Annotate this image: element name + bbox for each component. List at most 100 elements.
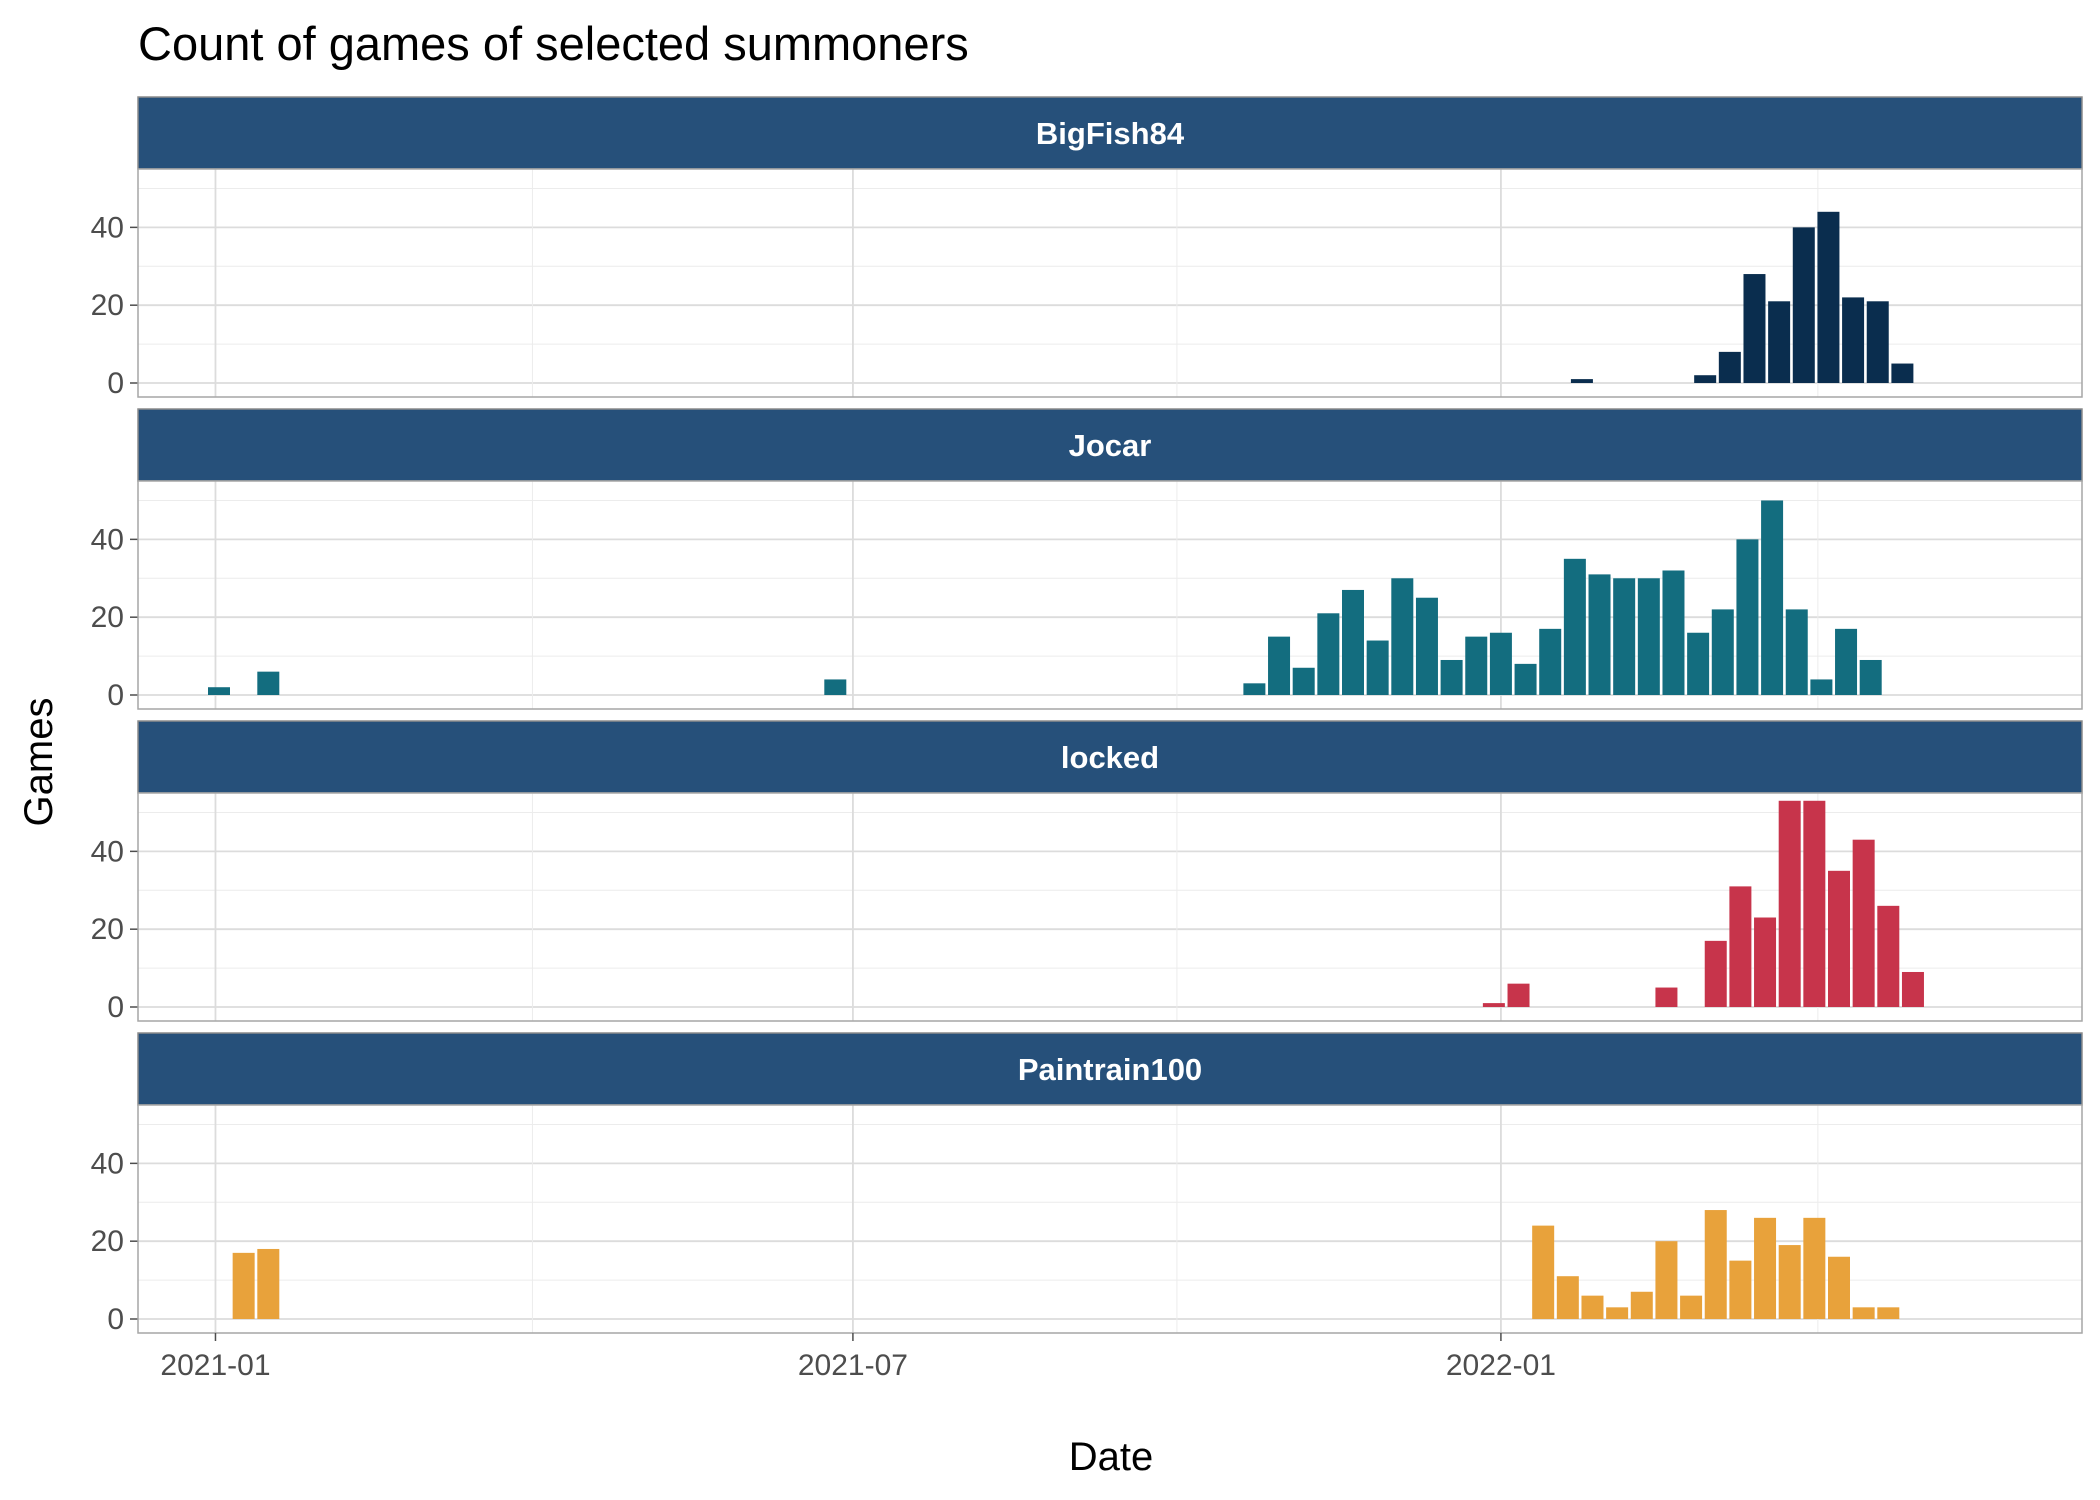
facet-panel: Jocar 0 20 40 [91,408,2083,712]
bar [208,687,230,695]
bar [1778,800,1801,1007]
facet-panels: BigFish8402040Jocar02040locked02040Paint… [91,96,2083,1336]
chart-title: Count of games of selected summoners [138,17,969,70]
bar [1768,301,1791,383]
y-tick-label: 0 [107,367,124,400]
bar [1817,211,1840,383]
facet-label: BigFish84 [1036,116,1185,151]
bar [1507,983,1530,1007]
bar [1877,1307,1900,1319]
bar [1852,1307,1875,1319]
facet-strip [137,1032,2083,1106]
bar [1694,375,1717,383]
bar [1317,613,1340,695]
x-tick-label: 2021-07 [798,1349,908,1382]
bar [1440,659,1463,695]
bar [1877,905,1900,1007]
bar [1539,628,1562,695]
bar [1489,632,1512,695]
bar [1637,578,1660,695]
y-tick-label: 40 [91,835,124,868]
bar [1828,870,1850,1007]
bar [1342,589,1364,695]
bar [1606,1307,1629,1319]
bar [1803,800,1826,1007]
y-tick-label: 40 [91,211,124,244]
y-tick-label: 0 [107,1303,124,1336]
bar [1761,500,1784,695]
bar [1704,1210,1727,1319]
panel-background [138,169,2082,397]
bar [1754,917,1777,1007]
facet-strip [137,720,2083,794]
x-axis: 2021-01 2021-07 2022-01 [160,1333,1556,1382]
bar [257,1248,280,1319]
bar [1532,1225,1555,1319]
facet-panel: Paintrain100 0 20 40 [91,1032,2083,1336]
bar [1655,1241,1678,1319]
bar [1630,1291,1653,1319]
bar [1842,297,1865,383]
facet-label: Jocar [1069,428,1152,463]
bar [1514,663,1537,695]
bar [1803,1217,1826,1319]
bar [1835,628,1858,695]
y-tick-label: 20 [91,289,124,322]
bar [1754,1217,1777,1319]
facet-panel: BigFish84 0 20 40 [91,96,2083,400]
bar [824,679,847,695]
bar [1366,640,1389,695]
bar [1736,539,1759,695]
bar [1415,597,1438,695]
facet-panel: locked 0 20 40 [91,720,2083,1024]
bar [1655,987,1678,1007]
y-tick-label: 20 [91,913,124,946]
bar [1891,363,1914,383]
bar [1465,636,1488,695]
bar [1828,1256,1850,1319]
facet-strip [137,96,2083,170]
x-tick-label: 2021-01 [160,1349,270,1382]
bar [1778,1245,1801,1319]
facet-label: locked [1061,740,1159,775]
bar [1482,1003,1505,1007]
bar [1292,667,1315,695]
bar [1391,578,1414,695]
y-tick-label: 20 [91,601,124,634]
bar [1556,1276,1579,1319]
bar [1704,940,1727,1007]
bar [1718,351,1741,383]
y-tick-label: 40 [91,523,124,556]
bar [1588,574,1611,695]
bar [1613,578,1636,695]
y-tick-label: 40 [91,1147,124,1180]
y-tick-label: 0 [107,991,124,1024]
bar [1729,1260,1752,1319]
bar [1810,679,1833,695]
facet-strip [137,408,2083,482]
bar [1268,636,1291,695]
x-axis-title: Date [1069,1435,1154,1479]
y-tick-label: 0 [107,679,124,712]
bar [1866,301,1889,383]
y-tick-label: 20 [91,1225,124,1258]
bar [257,671,280,695]
bar [1563,558,1586,695]
bar [1570,379,1593,383]
panel-border [137,1104,2083,1334]
facet-label: Paintrain100 [1018,1052,1202,1087]
bar [1859,659,1882,695]
bar [1785,609,1808,695]
bar [1792,227,1815,383]
x-tick-label: 2022-01 [1446,1349,1556,1382]
panel-border [137,480,2083,710]
bar [1743,274,1766,383]
bar [1711,609,1734,695]
bar [1581,1295,1604,1319]
panel-border [137,168,2083,398]
y-axis-title: Games [17,698,61,827]
bar [1729,886,1752,1007]
panel-border [137,792,2083,1022]
bar [1662,570,1685,695]
